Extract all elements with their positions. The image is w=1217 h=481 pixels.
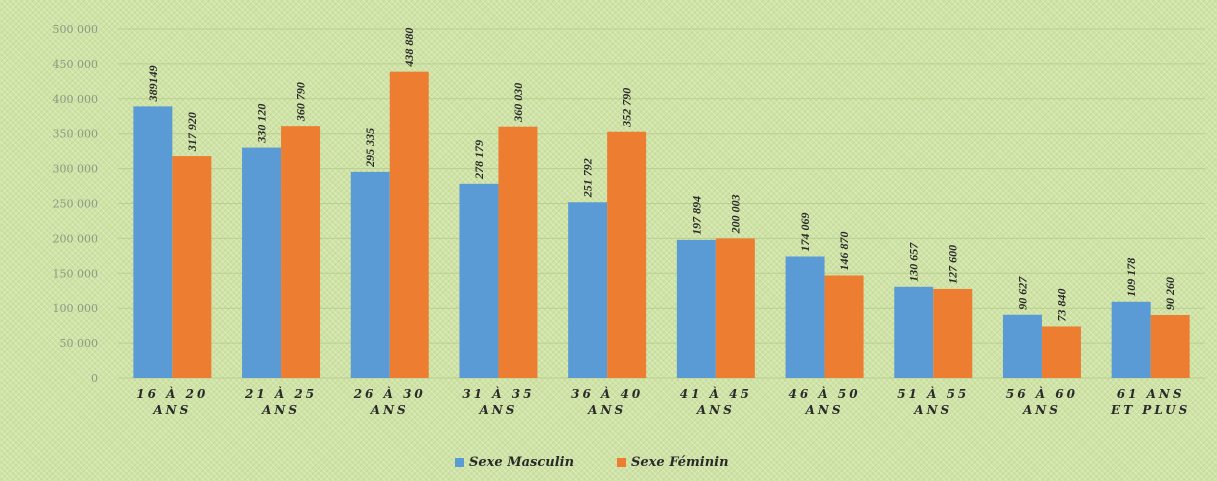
- x-tick-label: ANS: [587, 403, 626, 417]
- x-axis-ticks: 16 À 20 ANS 21 À 25 ANS 26 À 30 ANS 31 À 35 ANS…: [136, 386, 1190, 417]
- x-tick-label: ANS: [261, 403, 300, 417]
- data-label: 295 335: [363, 128, 377, 168]
- x-tick-label: 51 À 55: [897, 386, 969, 401]
- x-tick-label: 46 À 50: [789, 386, 861, 401]
- legend-swatch: [455, 458, 464, 467]
- bar-feminin: [172, 156, 212, 378]
- x-tick-label: 16 À 20: [136, 386, 208, 401]
- y-axis-ticks: 0 50 000 100 000 150 000 200 000 250 000 300 0…: [53, 23, 99, 385]
- data-label: 278 179: [472, 140, 486, 180]
- legend-label: Sexe Féminin: [631, 455, 729, 470]
- x-tick-label: 31 À 35: [462, 386, 534, 401]
- data-label: 389149: [146, 65, 160, 102]
- data-label: 127 600: [946, 245, 960, 284]
- bar-masculin: [894, 286, 934, 378]
- x-tick-label: 21 À 25: [244, 386, 317, 401]
- data-label: 73 840: [1054, 288, 1068, 321]
- x-tick-label: ANS: [370, 403, 409, 417]
- bar-masculin: [242, 147, 282, 378]
- data-labels: 389149 317 920 330 120 360 790 295 335 438 88…: [146, 28, 1177, 322]
- data-label: 197 894: [689, 196, 703, 235]
- data-label: 109 178: [1124, 258, 1138, 297]
- x-tick-label: ANS: [805, 403, 844, 417]
- y-tick-label: 350 000: [53, 128, 99, 141]
- bar-feminin: [933, 288, 973, 378]
- data-label: 438 880: [402, 28, 416, 68]
- bar-feminin: [824, 275, 864, 378]
- bar-feminin: [281, 126, 321, 378]
- x-tick-label: ET PLUS: [1110, 403, 1190, 417]
- data-label: 251 792: [581, 158, 595, 198]
- data-label: 174 069: [798, 212, 812, 251]
- y-tick-label: 100 000: [53, 302, 99, 315]
- bar-feminin: [607, 131, 647, 378]
- bar-feminin: [1150, 314, 1190, 378]
- data-label: 146 870: [837, 231, 851, 270]
- x-tick-label: ANS: [913, 403, 952, 417]
- x-tick-label: ANS: [152, 403, 191, 417]
- x-tick-label: ANS: [1022, 403, 1061, 417]
- bar-feminin: [1041, 326, 1081, 378]
- bar-masculin: [676, 239, 716, 378]
- data-label: 90 627: [1015, 276, 1029, 310]
- bar-feminin: [389, 71, 429, 379]
- bar-masculin: [1002, 314, 1042, 378]
- data-label: 360 790: [294, 82, 308, 122]
- bar-masculin: [785, 256, 825, 378]
- data-label: 352 790: [620, 88, 634, 128]
- x-tick-label: 41 À 45: [680, 386, 752, 401]
- data-label: 317 920: [185, 112, 199, 152]
- legend-swatch: [617, 458, 626, 467]
- bar-feminin: [498, 126, 538, 378]
- data-label: 130 657: [907, 242, 921, 282]
- data-label: 90 260: [1163, 277, 1177, 310]
- y-tick-label: 400 000: [53, 93, 99, 106]
- data-label: 360 030: [511, 83, 525, 123]
- bar-masculin: [350, 171, 390, 378]
- y-tick-label: 450 000: [53, 58, 99, 71]
- y-tick-label: 300 000: [53, 163, 99, 176]
- bar-masculin: [568, 202, 608, 378]
- bars: [133, 71, 1190, 379]
- bar-masculin: [1111, 301, 1151, 378]
- legend: Sexe Masculin Sexe Féminin: [455, 455, 729, 470]
- x-tick-label: 36 À 40: [571, 386, 643, 401]
- y-tick-label: 50 000: [60, 337, 99, 350]
- x-tick-label: ANS: [478, 403, 517, 417]
- x-tick-label: ANS: [696, 403, 735, 417]
- bar-masculin: [133, 106, 173, 379]
- x-tick-label: 26 À 30: [353, 386, 426, 401]
- y-tick-label: 250 000: [53, 198, 99, 211]
- bar-masculin: [459, 183, 499, 378]
- data-label: 330 120: [255, 104, 269, 144]
- y-tick-label: 0: [91, 372, 98, 385]
- y-tick-label: 200 000: [53, 232, 99, 245]
- bar-feminin: [715, 238, 755, 378]
- y-tick-label: 150 000: [53, 267, 99, 280]
- data-label: 200 003: [728, 194, 742, 234]
- legend-label: Sexe Masculin: [469, 455, 574, 470]
- x-tick-label: 56 À 60: [1006, 386, 1078, 401]
- x-tick-label: 61 ANS: [1117, 387, 1185, 401]
- y-tick-label: 500 000: [53, 23, 99, 36]
